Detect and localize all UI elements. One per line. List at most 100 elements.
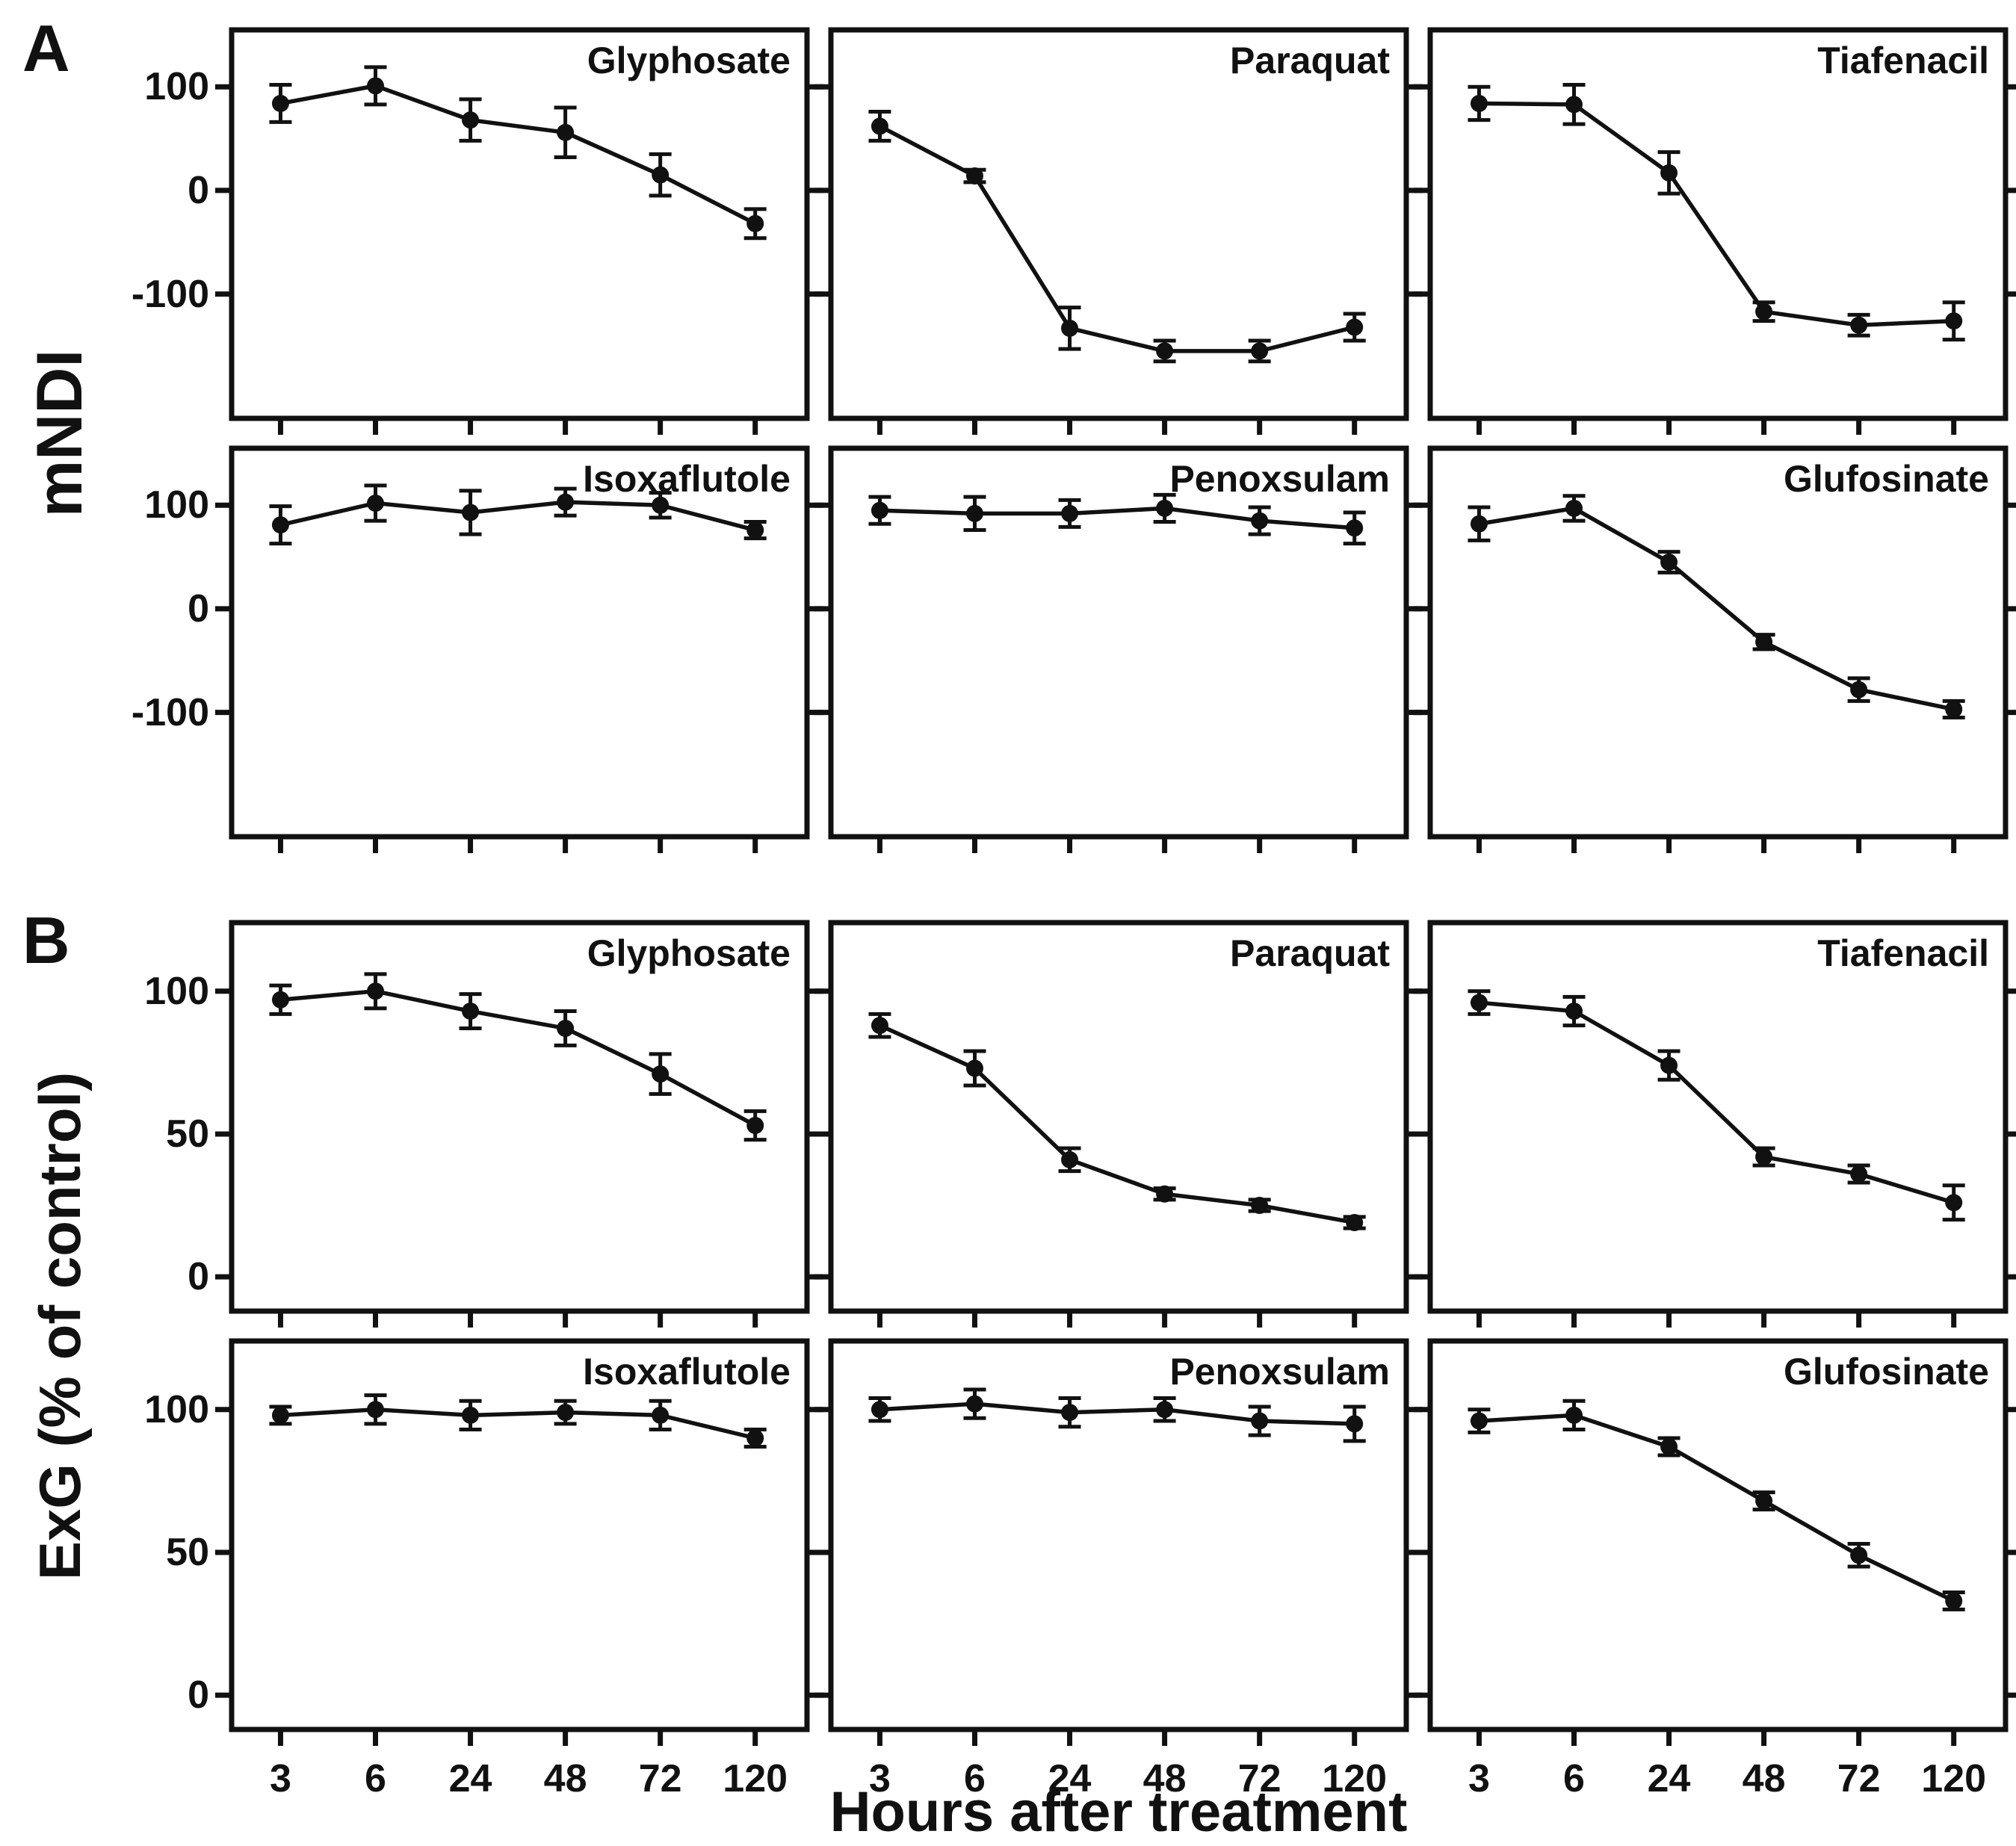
data-point-marker <box>1755 633 1773 651</box>
data-point-marker <box>1156 342 1174 360</box>
data-line <box>879 124 1355 353</box>
data-point-marker <box>1346 318 1364 336</box>
y-tick-label: -100 <box>131 690 209 734</box>
x-tick-label: 24 <box>1647 1757 1691 1800</box>
data-point-marker <box>966 504 983 522</box>
data-series <box>1468 494 1965 720</box>
data-point-marker <box>966 1395 983 1413</box>
data-point-marker <box>652 1065 670 1083</box>
panel-title: Isoxaflutole <box>583 458 791 500</box>
data-point-marker <box>367 77 384 95</box>
y-tick-label: 50 <box>166 1530 209 1574</box>
data-point-marker <box>271 516 289 534</box>
data-point-marker <box>1660 164 1678 182</box>
data-series <box>269 483 767 546</box>
x-tick-label: 24 <box>1048 1757 1092 1800</box>
panel-title: Isoxaflutole <box>583 1351 791 1393</box>
panel-title: Paraquat <box>1230 932 1390 974</box>
panel-title: Glyphosate <box>587 40 791 81</box>
panel-title: Tiafenacil <box>1817 40 1989 81</box>
data-line <box>1479 506 1955 712</box>
y-tick-label: 100 <box>144 1387 209 1431</box>
panel-border <box>828 1338 1409 1732</box>
data-point-marker <box>1470 1412 1488 1430</box>
data-point-marker <box>1251 512 1269 530</box>
data-point-marker <box>1565 499 1583 517</box>
panel-title: Glufosinate <box>1784 458 1989 500</box>
data-point-marker <box>1945 700 1963 718</box>
chart-panel-b-glufosinate: Glufosinate <box>1414 1338 2016 1746</box>
x-tick-label: 72 <box>638 1757 682 1800</box>
panel-title: Glyphosate <box>587 932 791 974</box>
y-tick-label: 0 <box>188 1673 209 1718</box>
data-point-marker <box>1565 1406 1583 1424</box>
data-point-marker <box>1945 1592 1963 1610</box>
data-point-marker <box>871 501 888 519</box>
data-line <box>879 506 1355 530</box>
data-point-marker <box>1251 1197 1269 1215</box>
chart-panel-b-glyphosate: Glyphosate <box>215 920 823 1328</box>
data-series <box>868 110 1366 364</box>
data-point-marker <box>1061 1150 1079 1168</box>
x-tick-label: 120 <box>1322 1757 1388 1800</box>
panel-border <box>1427 920 2009 1314</box>
data-line <box>879 1401 1355 1426</box>
data-point-marker <box>557 1404 575 1422</box>
data-point-marker <box>1470 994 1488 1012</box>
data-point-marker <box>367 494 384 512</box>
panel-border <box>828 445 1409 840</box>
y-tick-label: 50 <box>166 1112 209 1156</box>
data-point-marker <box>746 1116 764 1134</box>
x-tick-label: 3 <box>868 1757 891 1800</box>
data-point-marker <box>1470 515 1488 533</box>
data-point-marker <box>557 1019 575 1037</box>
data-point-marker <box>1850 1546 1868 1564</box>
panel-border <box>828 920 1409 1314</box>
data-point-marker <box>1660 1437 1678 1455</box>
x-tick-label: 3 <box>269 1757 291 1800</box>
x-tick-label: 120 <box>723 1757 788 1800</box>
data-series <box>269 65 767 241</box>
x-tick-label: 6 <box>365 1757 386 1800</box>
data-point-marker <box>367 982 384 1000</box>
y-tick-label: 0 <box>188 1255 209 1299</box>
data-point-marker <box>1156 499 1174 517</box>
x-tick-label: 24 <box>448 1757 492 1800</box>
data-point-marker <box>557 123 575 141</box>
data-line <box>1479 1413 1955 1603</box>
y-tick-label: -100 <box>131 272 209 316</box>
panel-border <box>828 27 1409 421</box>
data-point-marker <box>871 117 888 135</box>
data-point-marker <box>271 991 289 1009</box>
data-point-marker <box>1061 319 1079 337</box>
chart-panel-b-paraquat: Paraquat <box>814 920 1423 1328</box>
data-line <box>280 1407 756 1440</box>
data-line <box>1479 101 1954 327</box>
data-point-marker <box>1251 342 1269 360</box>
panel-title: Glufosinate <box>1784 1351 1989 1393</box>
panel-border <box>1427 1338 2009 1732</box>
data-point-marker <box>1945 312 1963 330</box>
x-tick-label: 48 <box>1142 1757 1187 1800</box>
x-tick-label: 48 <box>543 1757 587 1800</box>
data-point-marker <box>1850 681 1868 699</box>
data-point-marker <box>462 111 480 129</box>
data-point-marker <box>1156 1401 1174 1419</box>
x-axis-title: Hours after treatment <box>829 1780 1408 1844</box>
data-point-marker <box>1565 1003 1583 1020</box>
y-tick-label: 100 <box>144 483 209 527</box>
data-point-marker <box>462 1406 480 1424</box>
data-series <box>269 1393 767 1449</box>
data-series <box>1468 1399 1965 1611</box>
data-point-marker <box>652 496 670 514</box>
y-tick-label: 100 <box>144 969 209 1013</box>
data-line <box>279 84 756 226</box>
chart-panel-b-tiafenacil: Tiafenacil <box>1414 920 2016 1328</box>
panel-border <box>229 920 810 1314</box>
data-point-marker <box>1755 1492 1773 1510</box>
data-point-marker <box>1346 519 1364 537</box>
data-series <box>868 1012 1366 1231</box>
data-line <box>280 988 757 1127</box>
data-point-marker <box>1850 1165 1868 1183</box>
data-point-marker <box>1156 1185 1174 1203</box>
